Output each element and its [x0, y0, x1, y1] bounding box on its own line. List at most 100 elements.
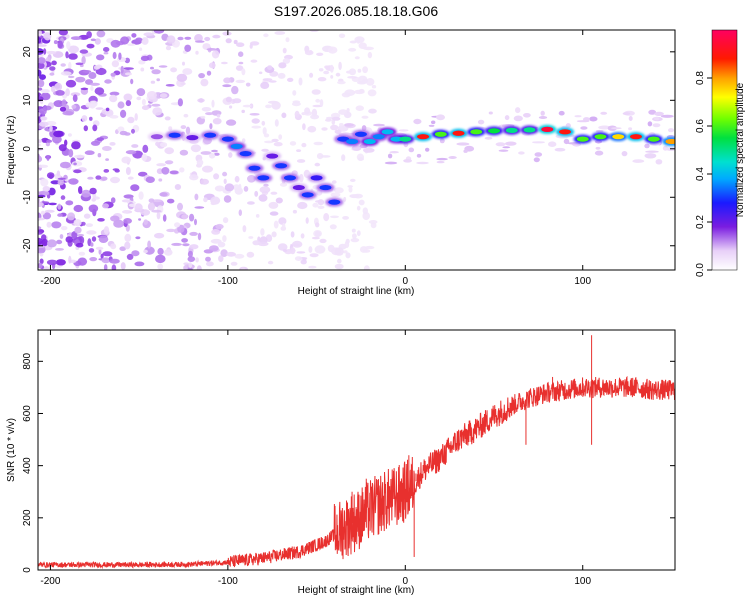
noise-blob [189, 231, 198, 236]
noise-blob [111, 60, 120, 68]
noise-blob [230, 261, 238, 266]
ridge-point [266, 153, 279, 159]
noise-blob [131, 33, 137, 38]
noise-blob [201, 107, 212, 112]
noise-blob [103, 52, 109, 55]
x-tick-label: 100 [574, 276, 591, 287]
noise-blob [300, 233, 305, 239]
noise-blob [595, 146, 601, 150]
noise-blob [135, 37, 143, 42]
noise-blob [222, 84, 232, 88]
noise-blob [361, 125, 367, 132]
noise-blob [127, 116, 135, 124]
noise-blob [124, 233, 132, 242]
noise-blob [362, 66, 368, 74]
noise-blob [367, 89, 377, 97]
noise-blob [38, 232, 43, 235]
noise-blob [213, 152, 220, 156]
noise-blob [142, 144, 149, 153]
noise-blob [358, 157, 364, 161]
noise-blob [217, 241, 226, 248]
noise-blob [164, 147, 174, 155]
noise-blob [359, 246, 368, 253]
noise-blob [188, 262, 193, 269]
noise-blob [654, 116, 660, 121]
noise-blob [89, 187, 97, 195]
noise-blob [71, 161, 83, 167]
noise-blob [296, 149, 302, 153]
noise-blob [241, 138, 246, 143]
noise-blob [439, 138, 445, 144]
ridge-point [328, 199, 341, 205]
noise-blob [263, 33, 269, 38]
noise-blob [292, 90, 297, 96]
noise-blob [171, 242, 183, 246]
noise-blob [346, 108, 350, 113]
noise-blob [89, 82, 101, 86]
noise-blob [70, 36, 82, 40]
noise-blob [416, 153, 422, 158]
noise-blob [57, 179, 65, 186]
noise-blob [85, 223, 93, 228]
noise-blob [371, 85, 377, 89]
noise-blob [177, 202, 183, 211]
ridge-point [301, 192, 314, 198]
noise-blob [95, 107, 104, 110]
noise-blob [166, 228, 176, 233]
noise-blob [260, 228, 265, 236]
noise-blob [174, 222, 181, 228]
noise-blob [611, 127, 622, 130]
noise-blob [352, 233, 357, 239]
noise-blob [134, 113, 138, 121]
noise-blob [319, 238, 327, 244]
noise-blob [269, 211, 279, 216]
ridge-point [319, 184, 332, 191]
noise-blob [86, 230, 97, 235]
noise-blob [242, 104, 252, 108]
noise-blob [211, 99, 215, 108]
noise-blob [548, 141, 557, 147]
noise-blob [138, 218, 142, 221]
noise-blob [157, 263, 164, 270]
noise-blob [176, 73, 188, 82]
noise-blob [55, 90, 65, 96]
noise-blob [263, 183, 269, 187]
noise-blob [330, 215, 339, 219]
snr-y-label: SNR (10 * v/v) [6, 418, 17, 482]
noise-blob [170, 67, 178, 73]
noise-blob [90, 86, 94, 91]
noise-blob [58, 144, 67, 152]
ridge-point [470, 129, 483, 135]
noise-blob [180, 82, 186, 86]
noise-blob [206, 70, 212, 76]
ridge-point [337, 136, 350, 142]
noise-blob [504, 115, 510, 121]
noise-blob [226, 251, 237, 257]
noise-blob [203, 197, 208, 203]
noise-blob [131, 250, 140, 257]
noise-blob [94, 38, 101, 45]
ridge-point [647, 136, 660, 142]
y-tick-label: 10 [22, 94, 33, 106]
noise-blob [327, 46, 338, 54]
noise-blob [179, 149, 189, 156]
noise-blob [282, 47, 287, 54]
spectrogram-y-axis: -20 -10 0 10 20 [22, 46, 675, 253]
noise-blob [205, 112, 214, 116]
noise-blob [301, 142, 307, 148]
noise-blob [209, 123, 213, 130]
noise-blob [428, 124, 435, 127]
x-tick-label: 100 [574, 576, 591, 587]
noise-blob [67, 212, 76, 221]
noise-blob [156, 78, 160, 82]
noise-blob [350, 238, 360, 243]
noise-blob [105, 107, 110, 112]
ridge-point [283, 175, 296, 181]
noise-blob [263, 133, 270, 138]
noise-blob [248, 236, 254, 239]
noise-blob [120, 65, 124, 74]
noise-blob [117, 126, 125, 132]
ridge-point [523, 127, 536, 133]
